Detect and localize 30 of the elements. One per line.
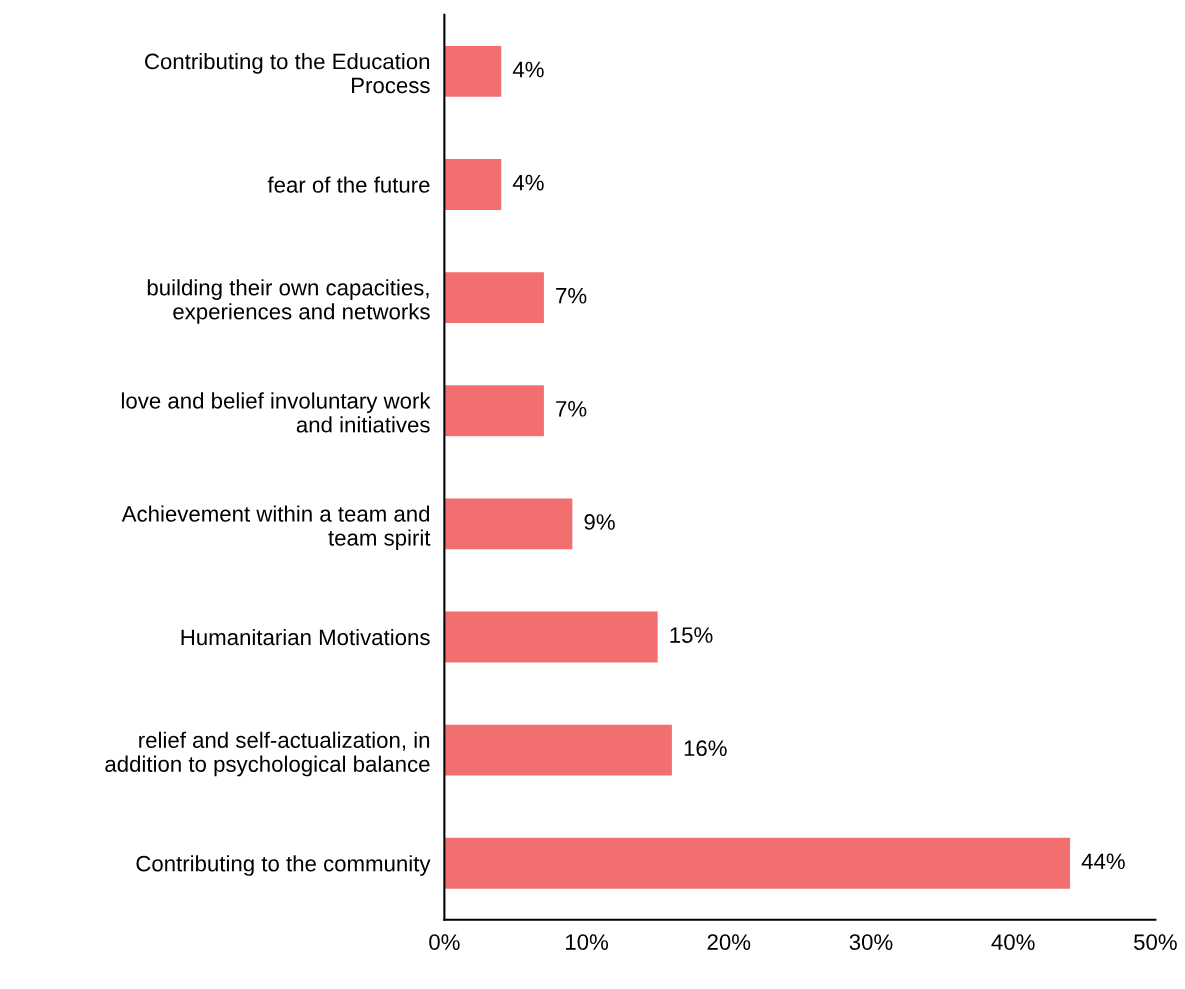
data-label: 4%: [512, 174, 544, 191]
y-tick-label: building their own capacities, experiences and networks: [147, 279, 430, 324]
y-tick-label: Contributing to the community: [136, 855, 431, 876]
data-label: 15%: [670, 627, 713, 643]
data-label: 16%: [684, 740, 727, 757]
bar: [444, 159, 502, 210]
x-tick-label: 30%: [849, 934, 893, 950]
x-tick-label: 20%: [707, 934, 751, 950]
y-tick-label: Humanitarian Motivations: [181, 628, 430, 646]
bar: [444, 611, 658, 663]
x-tick-label: 10%: [566, 934, 609, 950]
bar: [444, 498, 573, 550]
x-tick-label: 50%: [1134, 934, 1177, 950]
bar: [444, 837, 1071, 889]
y-tick-label: Contributing to the Education Process: [145, 52, 430, 94]
bar: [444, 272, 544, 324]
x-tick-label: 0%: [429, 934, 460, 950]
data-label: 7%: [556, 287, 587, 304]
data-label: 4%: [512, 61, 544, 78]
bar: [444, 45, 502, 97]
data-label: 7%: [556, 401, 587, 417]
y-tick-label: Achievement within a team and team spirit: [121, 505, 431, 551]
data-label: 44%: [1081, 853, 1125, 870]
data-label: 9%: [584, 514, 615, 530]
bar: [444, 724, 672, 776]
y-tick-label: love and belief involuntary work and initiatives: [121, 392, 431, 433]
bar: [444, 385, 544, 437]
x-tick-label: 40%: [991, 934, 1035, 950]
y-tick-label: relief and self-actualization, in addition to psychological balance: [105, 731, 430, 777]
y-tick-label: fear of the future: [267, 176, 430, 193]
